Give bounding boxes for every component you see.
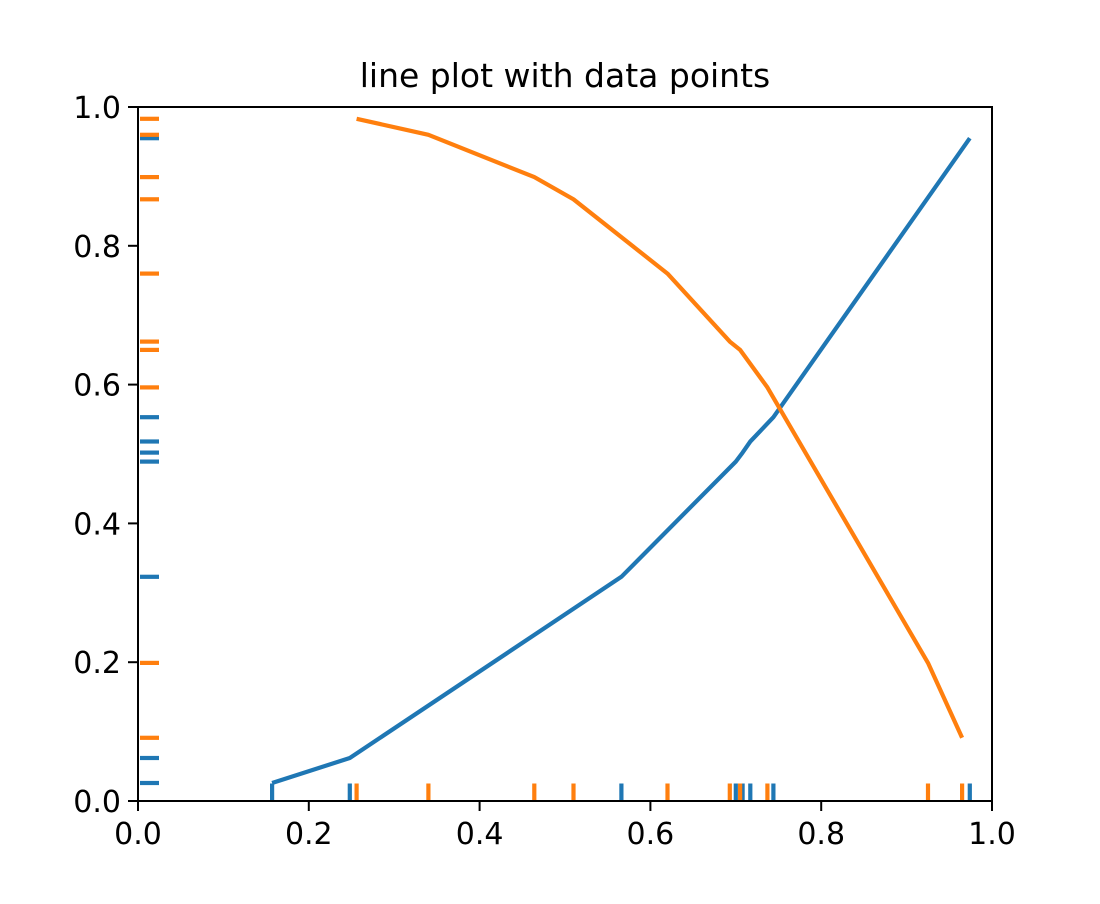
rug-mark-left-orange-series: [140, 339, 159, 344]
rug-mark-bottom-blue-series: [270, 783, 275, 801]
series-line-orange-series: [356, 116, 965, 739]
rug-mark-bottom-orange-series: [426, 783, 431, 801]
rug-mark-bottom-blue-series: [740, 783, 745, 801]
y-tick-label: 0.8: [73, 230, 121, 265]
rug-mark-bottom-orange-series: [765, 783, 770, 801]
rug-mark-left-orange-series: [140, 347, 159, 352]
x-tick-label: 1.0: [968, 817, 1016, 852]
series-line-blue-series: [271, 136, 972, 785]
y-tick-label: 0.2: [73, 646, 121, 681]
y-tick-label: 0.6: [73, 369, 121, 404]
rug-mark-left-blue-series: [140, 450, 159, 455]
rug-mark-bottom-orange-series: [727, 783, 732, 801]
chart-title: line plot with data points: [360, 56, 770, 95]
rug-mark-left-blue-series: [140, 136, 159, 141]
y-axis-ticks-group: 0.0 0.2 0.4 0.6 0.8 1.0: [73, 91, 137, 820]
rug-mark-bottom-blue-series: [733, 783, 738, 801]
series-lines-group: [271, 116, 972, 785]
axes-frame: [137, 106, 993, 802]
rug-mark-left-blue-series: [140, 415, 159, 420]
x-axis-ticks-group: 0.0 0.2 0.4 0.6 0.8 1.0: [114, 802, 1016, 852]
rug-mark-left-orange-series: [140, 735, 159, 740]
x-tick-label: 0.6: [627, 817, 675, 852]
rug-mark-left-orange-series: [140, 385, 159, 390]
rug-mark-bottom-orange-series: [665, 783, 670, 801]
y-tick-label: 1.0: [73, 91, 121, 126]
rug-mark-left-orange-series: [140, 660, 159, 665]
y-tick-label: 0.0: [73, 785, 121, 820]
rug-mark-left-orange-series: [140, 271, 159, 276]
rug-mark-left-blue-series: [140, 780, 159, 786]
x-tick-label: 0.4: [456, 817, 504, 852]
rug-mark-bottom-blue-series: [619, 783, 624, 801]
rug-marks-group: [140, 116, 972, 801]
rug-mark-left-orange-series: [140, 132, 159, 137]
rug-mark-left-orange-series: [140, 197, 159, 202]
rug-mark-left-blue-series: [140, 574, 159, 579]
rug-mark-bottom-orange-series: [571, 783, 576, 801]
rug-mark-bottom-orange-series: [738, 783, 743, 801]
rug-mark-bottom-blue-series: [771, 783, 776, 801]
rug-mark-left-blue-series: [140, 439, 159, 444]
rug-mark-bottom-orange-series: [532, 783, 537, 801]
rug-mark-bottom-blue-series: [748, 783, 753, 801]
rug-mark-bottom-orange-series: [925, 783, 931, 801]
rug-mark-bottom-blue-series: [347, 783, 352, 801]
rug-mark-left-orange-series: [140, 175, 159, 180]
axes-frame-group: [137, 106, 993, 802]
rug-mark-left-orange-series: [140, 116, 159, 121]
rug-mark-bottom-blue-series: [967, 783, 972, 801]
x-tick-label: 0.8: [797, 817, 845, 852]
x-tick-label: 0.0: [114, 817, 162, 852]
rug-mark-left-blue-series: [140, 755, 159, 761]
rug-mark-left-blue-series: [140, 459, 159, 464]
rug-mark-bottom-orange-series: [960, 783, 965, 801]
y-tick-label: 0.4: [73, 507, 121, 542]
x-tick-label: 0.2: [285, 817, 333, 852]
rug-mark-bottom-orange-series: [354, 783, 359, 801]
